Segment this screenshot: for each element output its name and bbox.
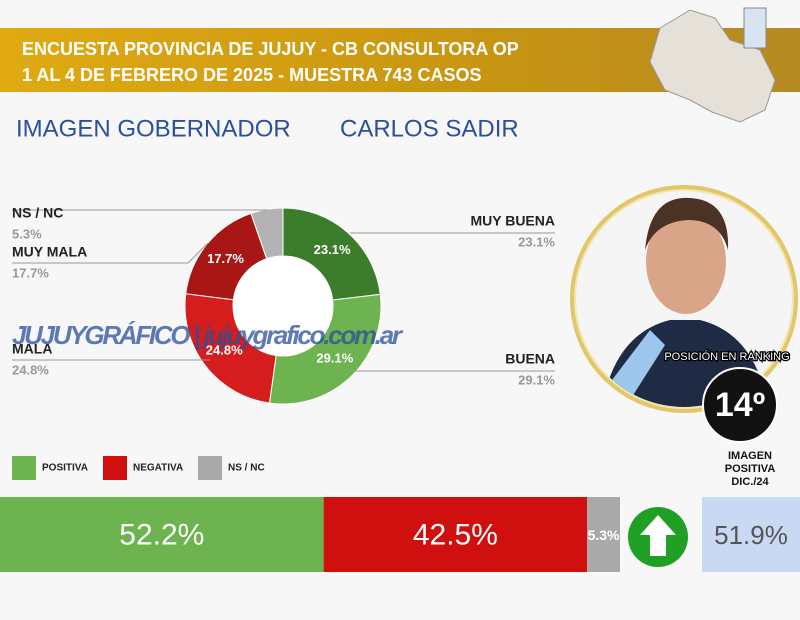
- donut-hole: [233, 256, 333, 356]
- category-label: NS / NC: [12, 205, 63, 221]
- legend-swatch: [103, 456, 127, 480]
- category-label: MUY BUENA: [470, 213, 555, 229]
- charts: 23.1% MUY BUENA 23.1% 29.1% BUENA 29.1% 24.8% M…: [0, 205, 800, 572]
- map: [649, 9, 776, 123]
- bar-label: 5.3%: [588, 527, 620, 543]
- reference-box: [702, 497, 800, 572]
- reference-label-line: DIC./24: [731, 476, 769, 488]
- category-value: 17.7%: [12, 265, 49, 280]
- reference-label-line: IMAGEN: [728, 450, 772, 462]
- bar-label: 52.2%: [119, 518, 204, 551]
- watermark: JUJUYGRÁFICO | jujuygrafico.com.ar: [12, 320, 404, 350]
- ranking-value: 14º: [715, 386, 765, 424]
- legend-swatch: [198, 456, 222, 480]
- category-label: MUY MALA: [12, 244, 87, 260]
- reference-value: 51.9%: [714, 520, 788, 550]
- slice-label: 23.1%: [314, 242, 351, 257]
- bar-segment: [323, 497, 588, 572]
- title: IMAGEN GOBERNADOR: [16, 115, 291, 142]
- category-label: BUENA: [505, 351, 555, 367]
- bar-label: 42.5%: [413, 518, 498, 551]
- slice-label: 29.1%: [316, 350, 353, 365]
- legend-swatch: [12, 456, 36, 480]
- bar-segment: [0, 497, 324, 572]
- legend-label: POSITIVA: [42, 463, 88, 474]
- up-arrow: [640, 515, 676, 556]
- map-inset: [743, 7, 767, 49]
- category-value: 23.1%: [518, 234, 555, 249]
- leader-line: [12, 242, 209, 264]
- ranking-label: POSICIÓN EN RANKING: [664, 350, 789, 363]
- slice-label: 17.7%: [207, 251, 244, 266]
- reference-label: IMAGEN POSITIVA DIC./24: [725, 450, 776, 488]
- legend-label: NEGATIVA: [133, 463, 183, 474]
- title: CARLOS SADIR: [340, 115, 519, 142]
- category-label: MALA: [12, 341, 52, 357]
- bar-segment: [587, 497, 620, 572]
- category-value: 24.8%: [12, 362, 49, 377]
- category-value: 29.1%: [518, 372, 555, 387]
- header-line: 1 AL 4 DE FEBRERO DE 2025 - MUESTRA 743 …: [22, 65, 481, 85]
- header-line: ENCUESTA PROVINCIA DE JUJUY - CB CONSULT…: [22, 39, 519, 59]
- slice-label: 24.8%: [206, 342, 243, 357]
- legend-label: NS / NC: [228, 463, 265, 474]
- photo: [576, 191, 792, 407]
- ranking-badge: [702, 367, 778, 443]
- reference-label-line: POSITIVA: [725, 463, 776, 475]
- category-value: 5.3%: [12, 226, 42, 241]
